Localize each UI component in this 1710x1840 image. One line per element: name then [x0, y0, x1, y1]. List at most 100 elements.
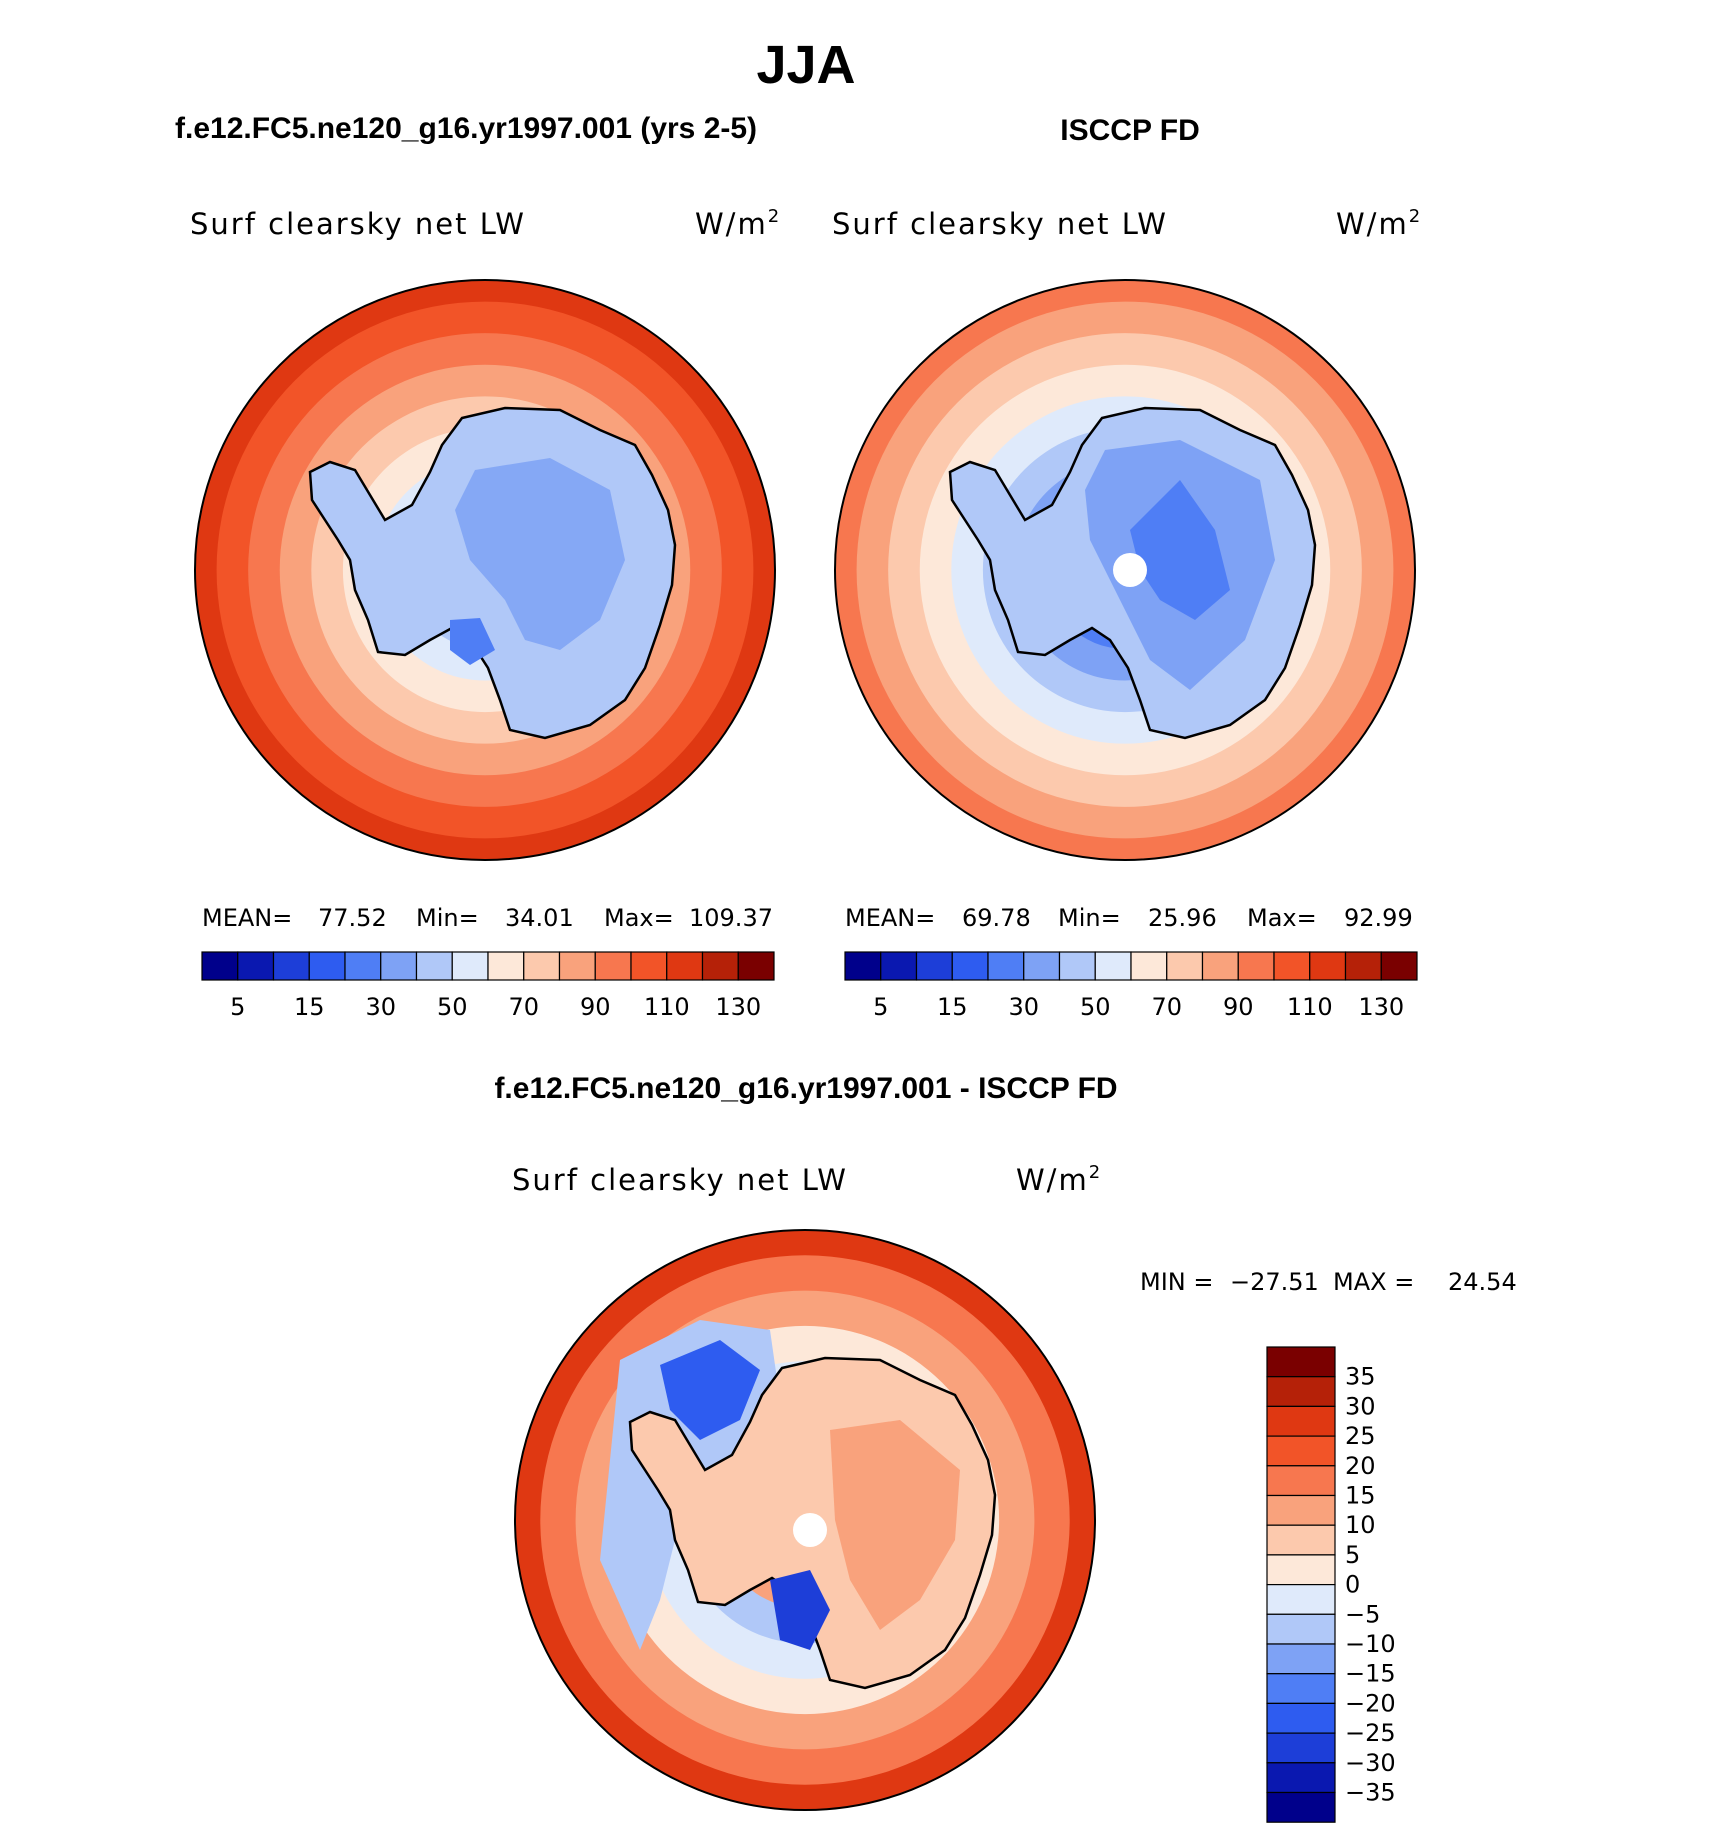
model-colorbar-tick: 130 [715, 993, 761, 1021]
diff-colorbar-box [1266, 1791, 1336, 1823]
obs-interior-min [1130, 480, 1230, 620]
diff-colorbar-box [1266, 1702, 1336, 1734]
diff-colorbar-tick: 15 [1345, 1482, 1376, 1510]
diff-colorbar-tick: 10 [1345, 1511, 1376, 1539]
obs-variable-label: Surf clearsky net LW [832, 207, 1168, 241]
diff-colorbar-box [1266, 1554, 1336, 1586]
model-colorbar-box [523, 951, 561, 981]
diff-colorbar-tick: 35 [1345, 1363, 1376, 1391]
model-interior-low [455, 458, 625, 650]
diff-colorbar-box [1266, 1673, 1336, 1704]
obs-max-value: 92.99 [1344, 904, 1413, 932]
model-colorbar-box [701, 951, 739, 981]
obs-colorbar-box [915, 951, 953, 981]
model-colorbar-tick: 30 [365, 993, 396, 1021]
diff-cold-patch-west [660, 1340, 760, 1440]
obs-colorbar-box [1309, 951, 1347, 981]
diff-variable-label: Surf clearsky net LW [512, 1163, 848, 1197]
model-max-value: 109.37 [689, 904, 773, 932]
model-weddell-patch [450, 618, 495, 665]
model-min-label: Min= [416, 904, 479, 932]
diff-colorbar-tick: 5 [1345, 1541, 1360, 1569]
obs-mean-label: MEAN= [845, 904, 935, 932]
model-colorbar-box [272, 951, 310, 981]
diff-interior-warm [830, 1420, 960, 1630]
model-colorbar-box [380, 951, 418, 981]
model-colorbar-tick: 15 [294, 993, 325, 1021]
model-colorbar-tick: 110 [644, 993, 690, 1021]
obs-min-value: 25.96 [1148, 904, 1217, 932]
model-colorbar-tick: 50 [437, 993, 468, 1021]
model-colorbar-box [237, 951, 275, 981]
model-min-value: 34.01 [505, 904, 574, 932]
obs-units-label: W/m2 [1336, 206, 1422, 241]
model-colorbar-box [558, 951, 596, 981]
model-variable-label: Surf clearsky net LW [190, 207, 526, 241]
model-map [195, 280, 775, 860]
model-colorbar-tick: 90 [580, 993, 611, 1021]
diff-case-title: f.e12.FC5.ne120_g16.yr1997.001 - ISCCP F… [494, 1072, 1117, 1105]
diff-stats: MIN = −27.51 MAX = 24.54 [1140, 1268, 1517, 1296]
model-colorbar-box [344, 951, 382, 981]
diff-colorbar-box [1266, 1346, 1336, 1378]
model-colorbar: 5 15 30 50 70 90 110 130 [201, 951, 775, 1021]
diff-colorbar-tick: −5 [1345, 1600, 1380, 1628]
model-colorbar-box [201, 951, 239, 981]
obs-colorbar-tick: 70 [1151, 993, 1182, 1021]
obs-colorbar-tick: 15 [937, 993, 968, 1021]
obs-mean-value: 69.78 [962, 904, 1031, 932]
diff-colorbar-box [1266, 1583, 1336, 1615]
diff-colorbar-box [1266, 1613, 1336, 1645]
obs-colorbar-box [1023, 951, 1061, 981]
model-colorbar-box [594, 951, 632, 981]
obs-colorbar-box [1166, 951, 1204, 981]
model-colorbar-tick: 70 [508, 993, 539, 1021]
model-units-label: W/m2 [695, 206, 781, 241]
diff-max-label: MAX = [1333, 1268, 1414, 1296]
obs-pole-hole [1113, 553, 1147, 587]
obs-colorbar-box [1237, 951, 1275, 981]
obs-colorbar-box [1094, 951, 1132, 981]
diff-colorbar-box [1266, 1494, 1336, 1526]
obs-colorbar-box [1058, 951, 1096, 981]
model-colorbar-box [737, 951, 775, 981]
model-mean-value: 77.52 [318, 904, 387, 932]
model-case-title: f.e12.FC5.ne120_g16.yr1997.001 (yrs 2-5) [175, 112, 757, 145]
diff-colorbar-tick: 0 [1345, 1571, 1360, 1599]
obs-colorbar-tick: 5 [873, 993, 888, 1021]
obs-map-border [834, 279, 1416, 861]
diff-units-label: W/m2 [1016, 1162, 1102, 1197]
diff-colorbar-box [1266, 1435, 1336, 1467]
model-colorbar-box [630, 951, 668, 981]
model-colorbar-box [308, 951, 346, 981]
obs-colorbar-box [987, 951, 1025, 981]
diff-colorbar-tick: −35 [1345, 1779, 1396, 1807]
obs-colorbar-box [880, 951, 918, 981]
model-colorbar-tick: 5 [230, 993, 245, 1021]
obs-colorbar-box [1201, 951, 1239, 981]
diff-colorbar-tick: 25 [1345, 1422, 1376, 1450]
diff-max-value: 24.54 [1448, 1268, 1517, 1296]
model-mean-label: MEAN= [202, 904, 292, 932]
diff-colorbar-box [1266, 1643, 1336, 1675]
obs-colorbar-box [1130, 951, 1168, 981]
obs-colorbar: 5 15 30 50 70 90 110 130 [844, 951, 1418, 1021]
diff-colorbar-tick: 30 [1345, 1392, 1376, 1420]
obs-colorbar-tick: 130 [1358, 993, 1404, 1021]
diff-colorbar-tick: −25 [1345, 1719, 1396, 1747]
obs-colorbar-box [1380, 951, 1418, 981]
obs-case-title: ISCCP FD [1060, 114, 1199, 147]
diff-cold-patch-weddell [770, 1570, 830, 1650]
model-colorbar-box [487, 951, 525, 981]
model-colorbar-box [451, 951, 489, 981]
obs-colorbar-tick: 110 [1287, 993, 1333, 1021]
obs-max-label: Max= [1247, 904, 1317, 932]
obs-colorbar-tick: 50 [1080, 993, 1111, 1021]
diff-colorbar-tick: −20 [1345, 1689, 1396, 1717]
obs-colorbar-tick: 90 [1223, 993, 1254, 1021]
diff-min-label: MIN = [1140, 1268, 1213, 1296]
obs-colorbar-box [1344, 951, 1382, 981]
diff-colorbar-box [1266, 1465, 1336, 1497]
